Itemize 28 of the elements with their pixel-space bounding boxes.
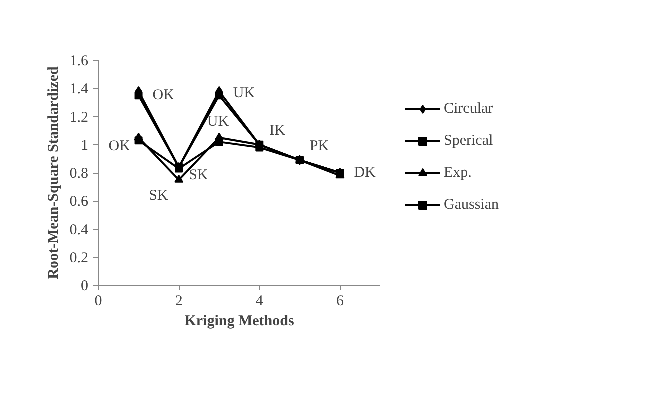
y-tick-label: 0: [81, 278, 88, 294]
x-tick-label: 6: [336, 294, 344, 310]
annotation: UK: [207, 114, 230, 130]
annotation: PK: [310, 138, 330, 154]
x-tick-label: 4: [256, 294, 264, 310]
x-tick-label: 2: [175, 294, 183, 310]
y-tick-label: 0.2: [70, 250, 88, 266]
y-tick-label: 1.6: [70, 54, 89, 70]
legend-label: Gaussian: [444, 196, 500, 214]
annotation: SK: [149, 188, 168, 204]
legend-label: Exp.: [444, 164, 473, 182]
y-tick-label: 1: [81, 138, 88, 154]
annotation: IK: [270, 122, 286, 139]
x-axis-title: Kriging Methods: [184, 314, 294, 330]
x-tick-label: 0: [94, 294, 102, 310]
y-tick-label: 0.4: [70, 222, 89, 238]
annotation: OK: [108, 138, 131, 155]
y-axis-title: Root-Mean-Square Standardized: [46, 66, 62, 280]
annotation: SK: [189, 167, 208, 184]
y-tick-label: 0.6: [70, 194, 89, 210]
y-tick-label: 1.2: [70, 110, 88, 126]
y-tick-label: 1.4: [70, 82, 89, 98]
annotation: OK: [152, 88, 175, 104]
annotation: DK: [354, 165, 376, 181]
annotation: UK: [233, 86, 256, 102]
legend-label: Sperical: [444, 132, 494, 150]
y-tick-label: 0.8: [70, 166, 88, 182]
legend-label: Circular: [444, 100, 494, 118]
